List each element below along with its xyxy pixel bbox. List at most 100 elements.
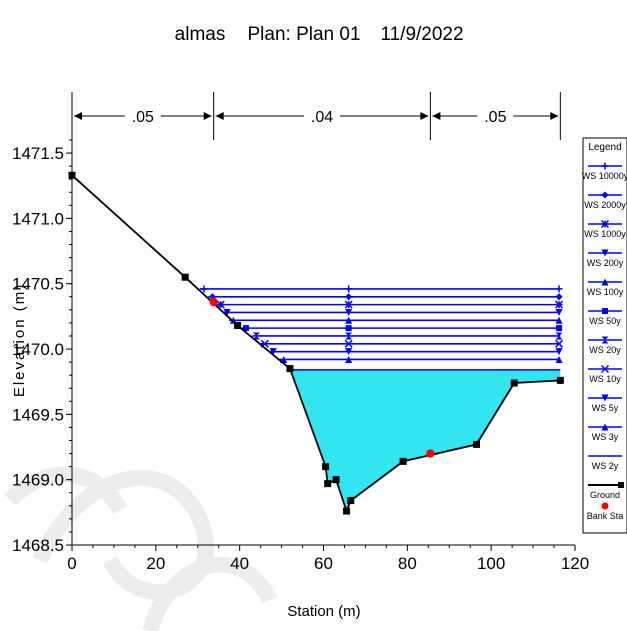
arrow-head-icon: [420, 112, 429, 120]
x-tick-label: 100: [477, 554, 505, 573]
legend-label: WS 1000y: [584, 229, 626, 239]
ground-layer: [68, 171, 564, 515]
x-tick-label: 0: [67, 554, 76, 573]
legend-label: Ground: [590, 490, 620, 500]
legend-label: WS 2y: [592, 461, 619, 471]
water-fill: [289, 369, 561, 512]
ground-point: [181, 273, 189, 281]
ws-marker: [601, 249, 609, 257]
ground-point: [399, 457, 407, 465]
chart-title: almas Plan: Plan 01 11/9/2022: [175, 24, 464, 45]
x-tick-label: 120: [561, 554, 589, 573]
ws-marker: [555, 339, 564, 348]
ws-marker: [344, 339, 353, 348]
bank-station-marker: [426, 449, 435, 458]
legend-box: [582, 137, 627, 534]
arrow-head-icon: [432, 112, 441, 120]
y-tick-label: 1470.0: [12, 340, 64, 359]
title-date: 11/9/2022: [380, 24, 463, 45]
legend-label: WS 10y: [589, 374, 621, 384]
x-tick-label: 20: [146, 554, 165, 573]
legend-swatch-marker: [618, 482, 624, 488]
arrow-head-icon: [203, 112, 212, 120]
ws-marker: [555, 348, 563, 356]
ws-marker: [242, 325, 249, 332]
ws-marker: [555, 308, 563, 316]
ws-marker: [252, 332, 260, 340]
manning-values: .05 .04 .05: [71, 92, 561, 140]
x-tick-label: 40: [230, 554, 249, 573]
y-tick-label: 1471.0: [12, 209, 64, 228]
ws-marker: [600, 219, 610, 229]
ws-marker: [601, 394, 609, 402]
ground-point: [556, 376, 564, 384]
water-surface-layer: [199, 285, 564, 371]
arrow-head-icon: [74, 112, 82, 120]
legend-swatch-marker: [601, 502, 609, 510]
title-project: almas: [175, 24, 226, 45]
ground-point: [286, 365, 294, 373]
legend-label: WS 50y: [589, 316, 621, 326]
ws-marker: [345, 293, 353, 301]
ground-point: [472, 440, 480, 448]
ws-marker: [345, 348, 353, 356]
ground-point: [332, 476, 340, 484]
ground-point: [324, 480, 332, 488]
ws-marker: [601, 423, 609, 431]
ground-point: [347, 497, 355, 505]
ws-marker: [555, 316, 563, 324]
x-ticks: 0 20 40 60 80 100 120: [67, 545, 589, 573]
ws-marker: [223, 308, 231, 316]
ground-point: [343, 507, 351, 515]
y-tick-label: 1469.5: [12, 405, 64, 424]
ws-marker: [345, 316, 353, 324]
y-tick-label: 1468.5: [12, 536, 64, 555]
ws-marker: [345, 308, 353, 316]
legend-title: Legend: [588, 142, 621, 153]
ws-marker: [601, 162, 609, 170]
x-tick-label: 60: [314, 554, 333, 573]
ground-point: [510, 379, 518, 387]
x-tick-label: 80: [398, 554, 417, 573]
arrow-head-icon: [550, 112, 559, 120]
legend-label: Bank Sta: [587, 511, 624, 521]
ws-marker: [601, 278, 609, 286]
ws-marker: [344, 300, 353, 309]
ws-marker: [556, 325, 563, 332]
ws-marker: [345, 332, 353, 340]
y-tick-label: 1471.5: [12, 144, 64, 163]
ws-marker: [345, 285, 353, 293]
ground-point: [234, 322, 242, 330]
ws-marker: [555, 285, 563, 293]
manning-n-label: .05: [132, 109, 154, 126]
ws-marker: [555, 332, 563, 340]
ground-point: [322, 463, 330, 471]
y-tick-label: 1470.5: [12, 275, 64, 294]
arrow-head-icon: [215, 112, 224, 120]
ws-marker: [269, 348, 277, 356]
ws-marker: [345, 355, 353, 363]
y-axis-label: Elevation (m): [11, 283, 28, 397]
y-tick-label: 1469.0: [12, 471, 64, 490]
water-fill-layer: [289, 369, 561, 512]
ws-marker: [601, 191, 609, 199]
manning-n-label: .05: [484, 109, 506, 126]
manning-n-label: .04: [311, 109, 333, 126]
legend: Legend WS 10000y WS 2000y WS 1000y WS 200y W…: [582, 137, 627, 534]
ws-marker: [216, 300, 225, 309]
ws-marker: [601, 336, 609, 344]
ws-marker: [345, 325, 352, 332]
ws-marker: [555, 355, 563, 363]
ws-marker: [555, 293, 563, 301]
legend-label: WS 10000y: [582, 171, 627, 181]
legend-label: WS 100y: [587, 287, 624, 297]
bank-station-marker: [209, 297, 218, 307]
ws-marker: [555, 300, 564, 309]
legend-label: WS 20y: [589, 345, 621, 355]
title-plan: Plan: Plan 01: [247, 24, 360, 45]
x-axis-label: Station (m): [287, 603, 360, 620]
ws-marker: [600, 364, 610, 374]
y-ticks: 1468.5 1469.0 1469.5 1470.0 1470.5 1471.0 1471…: [12, 139, 72, 555]
legend-label: WS 200y: [587, 258, 624, 268]
